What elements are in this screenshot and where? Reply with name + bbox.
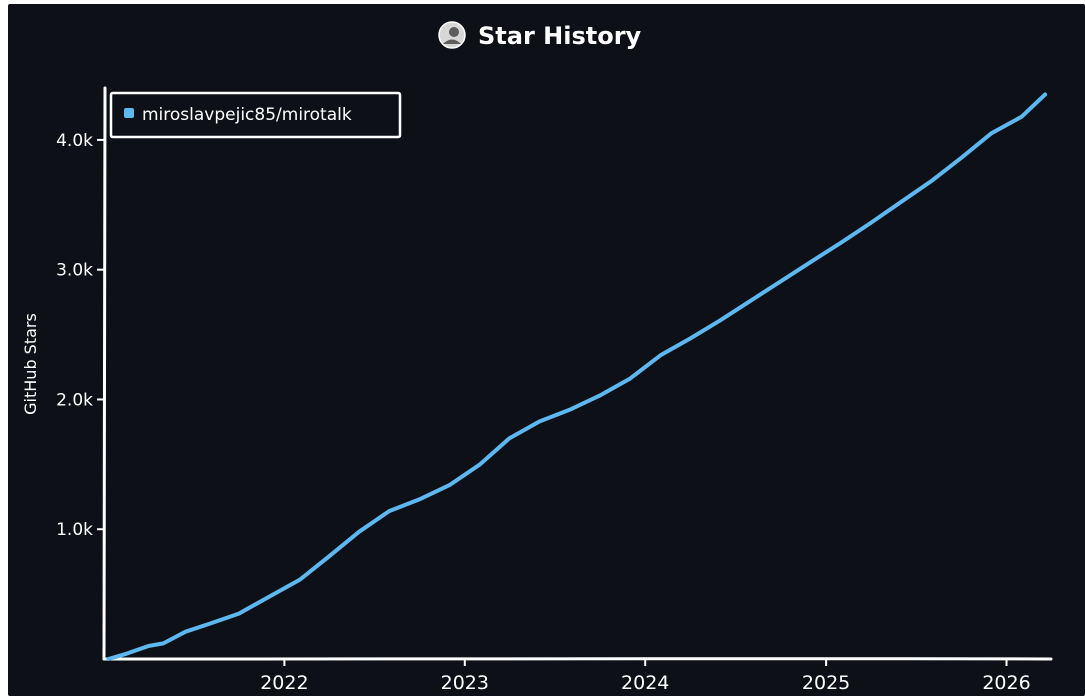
y-tick-label: 3.0k <box>56 261 93 281</box>
avatar-shoulders <box>443 39 461 44</box>
chart-legend: miroslavpejic85/mirotalk <box>109 91 402 139</box>
x-tick-label: 2023 <box>441 672 489 694</box>
y-tick-label: 4.0k <box>56 131 93 151</box>
legend-series-swatch <box>124 108 134 118</box>
avatar-face <box>449 27 459 37</box>
x-tick-label: 2022 <box>260 672 308 694</box>
x-tick-label: 2026 <box>982 672 1030 694</box>
y-tick-label: 2.0k <box>56 390 93 410</box>
y-tick-label: 1.0k <box>56 520 93 540</box>
chart-title: Star History <box>478 22 642 50</box>
legend-box <box>109 91 402 139</box>
series-line <box>106 92 1048 661</box>
x-tick-label: 2025 <box>802 672 850 694</box>
x-tick-label: 2024 <box>621 672 669 694</box>
y-axis-label: GitHub Stars <box>21 313 40 415</box>
star-history-chart: Star History GitHub Stars miroslavpejic8… <box>21 21 1053 694</box>
axis-ticks: 1.0k 2.0k 3.0k 4.0k 2022 2023 2024 2025 2026 <box>56 131 1031 694</box>
chart-panel: Star History GitHub Stars miroslavpejic8… <box>8 4 1085 696</box>
y-axis-line <box>102 86 107 661</box>
legend-series-label: miroslavpejic85/mirotalk <box>142 105 352 125</box>
series-layer <box>106 92 1048 661</box>
chart-header: Star History <box>438 21 642 50</box>
